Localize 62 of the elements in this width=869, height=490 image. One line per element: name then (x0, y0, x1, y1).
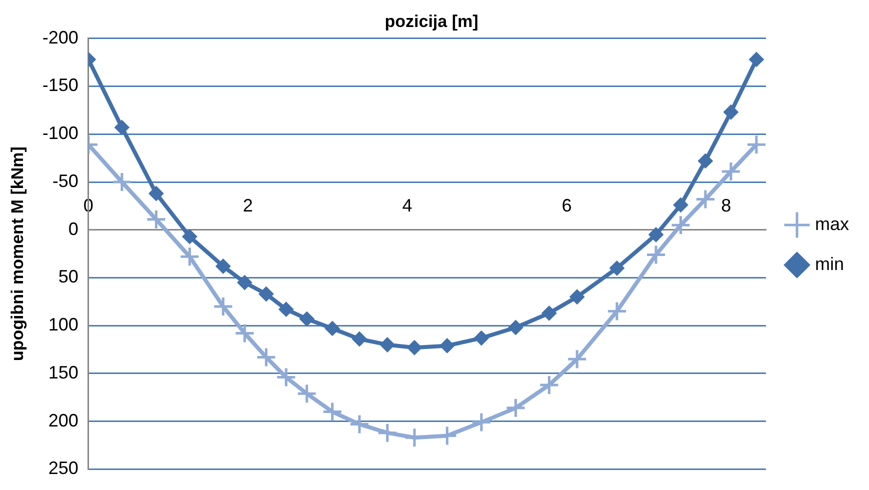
point (234, 323, 255, 344)
point (698, 153, 713, 168)
point (508, 320, 524, 336)
point (182, 229, 198, 244)
y-tick-label: 200 (48, 410, 78, 430)
point (179, 246, 200, 267)
point (505, 398, 526, 418)
y-tick-label: 250 (48, 458, 78, 478)
point (748, 52, 764, 67)
point (146, 209, 166, 230)
point (648, 227, 664, 242)
y-axis-title: upogibni moment M [kNm] (8, 146, 27, 361)
point (670, 214, 691, 236)
y-tick-label: 0 (68, 218, 78, 239)
point (380, 337, 395, 352)
point (377, 422, 398, 444)
point (258, 286, 274, 302)
point (746, 134, 766, 155)
point (296, 383, 318, 404)
point (720, 161, 742, 182)
x-tick-label: 6 (562, 196, 572, 216)
point (324, 320, 340, 336)
point (474, 330, 489, 346)
y-tick-label: -200 (42, 27, 78, 48)
point (216, 258, 231, 274)
point (278, 302, 294, 317)
x-tick-label: 2 (242, 196, 253, 216)
point (256, 346, 276, 368)
point (566, 348, 588, 370)
x-tick-label: 4 (402, 196, 412, 216)
y-tick-label: 50 (58, 266, 78, 287)
point (673, 197, 688, 212)
y-tick-label: 150 (48, 362, 78, 382)
point (237, 275, 252, 290)
point (114, 120, 130, 135)
point (646, 244, 666, 266)
point (723, 104, 738, 120)
y-tick-label: -50 (52, 170, 78, 191)
point (349, 414, 370, 434)
y-tick-label: -100 (42, 123, 78, 144)
point (609, 260, 624, 276)
point (570, 289, 585, 304)
point (471, 412, 492, 433)
point (695, 188, 716, 210)
x-tick-label: 8 (721, 196, 732, 216)
point (352, 332, 367, 347)
x-axis-title: pozicija [m] (384, 12, 478, 31)
point (299, 311, 314, 326)
point (606, 300, 628, 322)
point (440, 338, 455, 354)
legend-label: min (814, 254, 844, 274)
point (148, 186, 164, 201)
point (212, 296, 234, 317)
y-tick-label: -150 (42, 75, 78, 96)
point (542, 306, 557, 321)
y-tick-label: 100 (48, 314, 78, 335)
legend-label: max (814, 214, 850, 234)
point (276, 367, 296, 388)
point (322, 402, 343, 422)
point (538, 374, 560, 396)
point (112, 172, 132, 192)
point (406, 340, 422, 356)
